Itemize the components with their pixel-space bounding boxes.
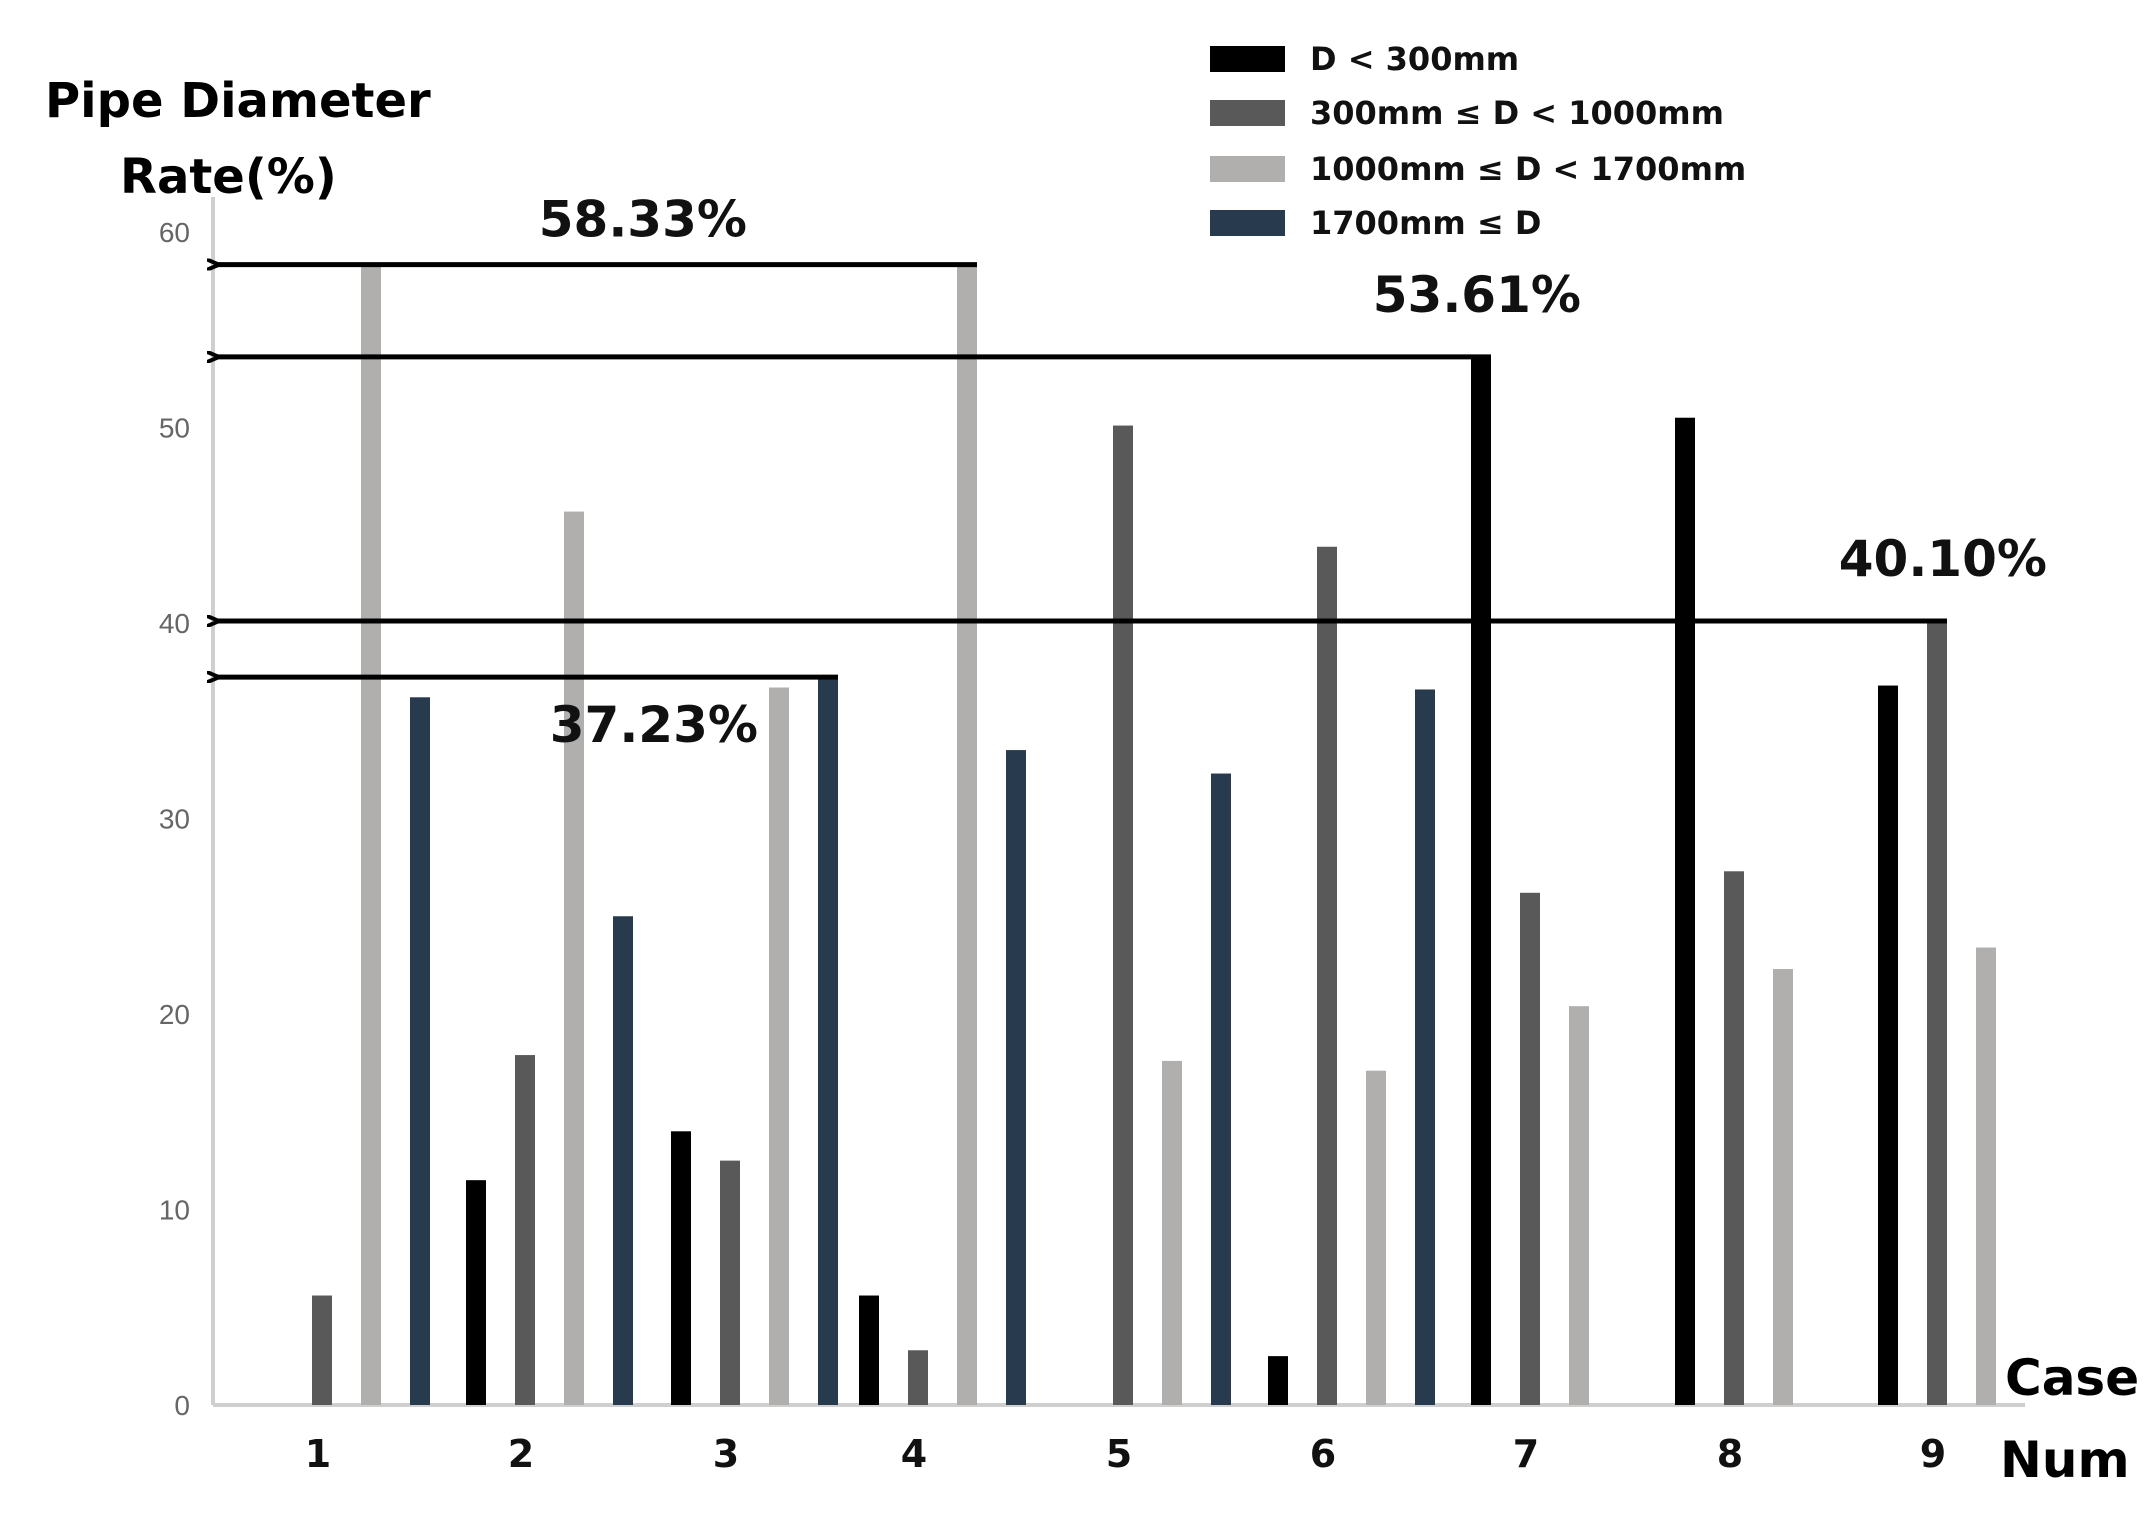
x-tick-labels: 1 2 3 4 5 6 7 8 9 (305, 1432, 1946, 1476)
bar-series3-case4 (957, 264, 977, 1406)
bar-series1-case9 (1878, 685, 1898, 1405)
legend: D < 300mm 300mm ≤ D < 1000mm 1000mm ≤ D < … (1210, 40, 1746, 242)
bar-series2-case3 (720, 1160, 740, 1405)
bar-series2-case5 (1113, 425, 1133, 1405)
y-tick-label: 20 (159, 999, 190, 1030)
x-tick-label: 1 (305, 1432, 331, 1476)
x-axis-title-line2: Num (2000, 1431, 2130, 1489)
bar-series1-case3 (671, 1131, 691, 1405)
x-tick-label: 9 (1920, 1432, 1946, 1476)
bar-series1-case2 (466, 1180, 486, 1405)
annotation-label: 53.61% (1373, 266, 1581, 324)
x-axis-title-line1: Case (2005, 1349, 2139, 1407)
bars (312, 264, 1996, 1406)
y-axis-title-line1: Pipe Diameter (45, 73, 431, 129)
bar-series4-case2 (613, 916, 633, 1405)
bar-series1-case4 (859, 1295, 879, 1405)
bar-series3-case5 (1162, 1060, 1182, 1405)
annotation-label: 58.33% (539, 191, 747, 249)
y-tick-labels: 0 10 20 30 40 50 60 (159, 217, 190, 1421)
bar-series2-case9 (1927, 621, 1947, 1405)
x-tick-label: 3 (713, 1432, 739, 1476)
annotations: 58.33% 53.61% 40.10% 37.23% (217, 191, 2047, 754)
annotation-label: 37.23% (550, 696, 758, 754)
bar-series3-case2 (564, 511, 584, 1405)
y-tick-label: 60 (159, 217, 190, 248)
bar-series4-case6 (1415, 689, 1435, 1405)
bar-series3-case6 (1366, 1070, 1386, 1405)
bar-series2-case4 (908, 1350, 928, 1405)
y-tick-label: 10 (159, 1195, 190, 1226)
bar-series4-case3 (818, 677, 838, 1405)
x-tick-label: 5 (1106, 1432, 1132, 1476)
bar-series3-case9 (1976, 947, 1996, 1405)
y-tick-label: 40 (159, 608, 190, 639)
legend-swatch (1210, 46, 1285, 72)
x-tick-label: 8 (1717, 1432, 1743, 1476)
bar-series1-case8 (1675, 417, 1695, 1406)
legend-label: 1700mm ≤ D (1310, 204, 1541, 242)
bar-series2-case8 (1724, 871, 1744, 1405)
legend-swatch (1210, 156, 1285, 182)
bar-series2-case1 (312, 1295, 332, 1405)
x-tick-label: 6 (1310, 1432, 1336, 1476)
bar-series2-case6 (1317, 546, 1337, 1405)
x-tick-label: 7 (1513, 1432, 1539, 1476)
legend-swatch (1210, 210, 1285, 236)
y-tick-label: 50 (159, 413, 190, 444)
x-tick-label: 4 (901, 1432, 927, 1476)
y-axis-title-line2: Rate(%) (120, 149, 337, 205)
x-tick-label: 2 (508, 1432, 534, 1476)
legend-label: D < 300mm (1310, 40, 1519, 78)
bar-series3-case3 (769, 687, 789, 1405)
annotation-label: 40.10% (1839, 530, 2047, 588)
bar-series3-case1 (361, 264, 381, 1406)
legend-label: 1000mm ≤ D < 1700mm (1310, 150, 1746, 188)
bar-series4-case5 (1211, 773, 1231, 1405)
bar-series1-case6 (1268, 1356, 1288, 1405)
legend-label: 300mm ≤ D < 1000mm (1310, 94, 1724, 132)
y-tick-label: 0 (174, 1390, 190, 1421)
bar-series3-case8 (1773, 969, 1793, 1405)
bar-series1-case7 (1471, 356, 1491, 1405)
bar-series2-case2 (515, 1055, 535, 1405)
bar-series4-case4 (1006, 750, 1026, 1405)
y-tick-label: 30 (159, 804, 190, 835)
bar-series4-case1 (410, 697, 430, 1405)
bar-series2-case7 (1520, 892, 1540, 1405)
legend-swatch (1210, 100, 1285, 126)
bar-series3-case7 (1569, 1006, 1589, 1405)
